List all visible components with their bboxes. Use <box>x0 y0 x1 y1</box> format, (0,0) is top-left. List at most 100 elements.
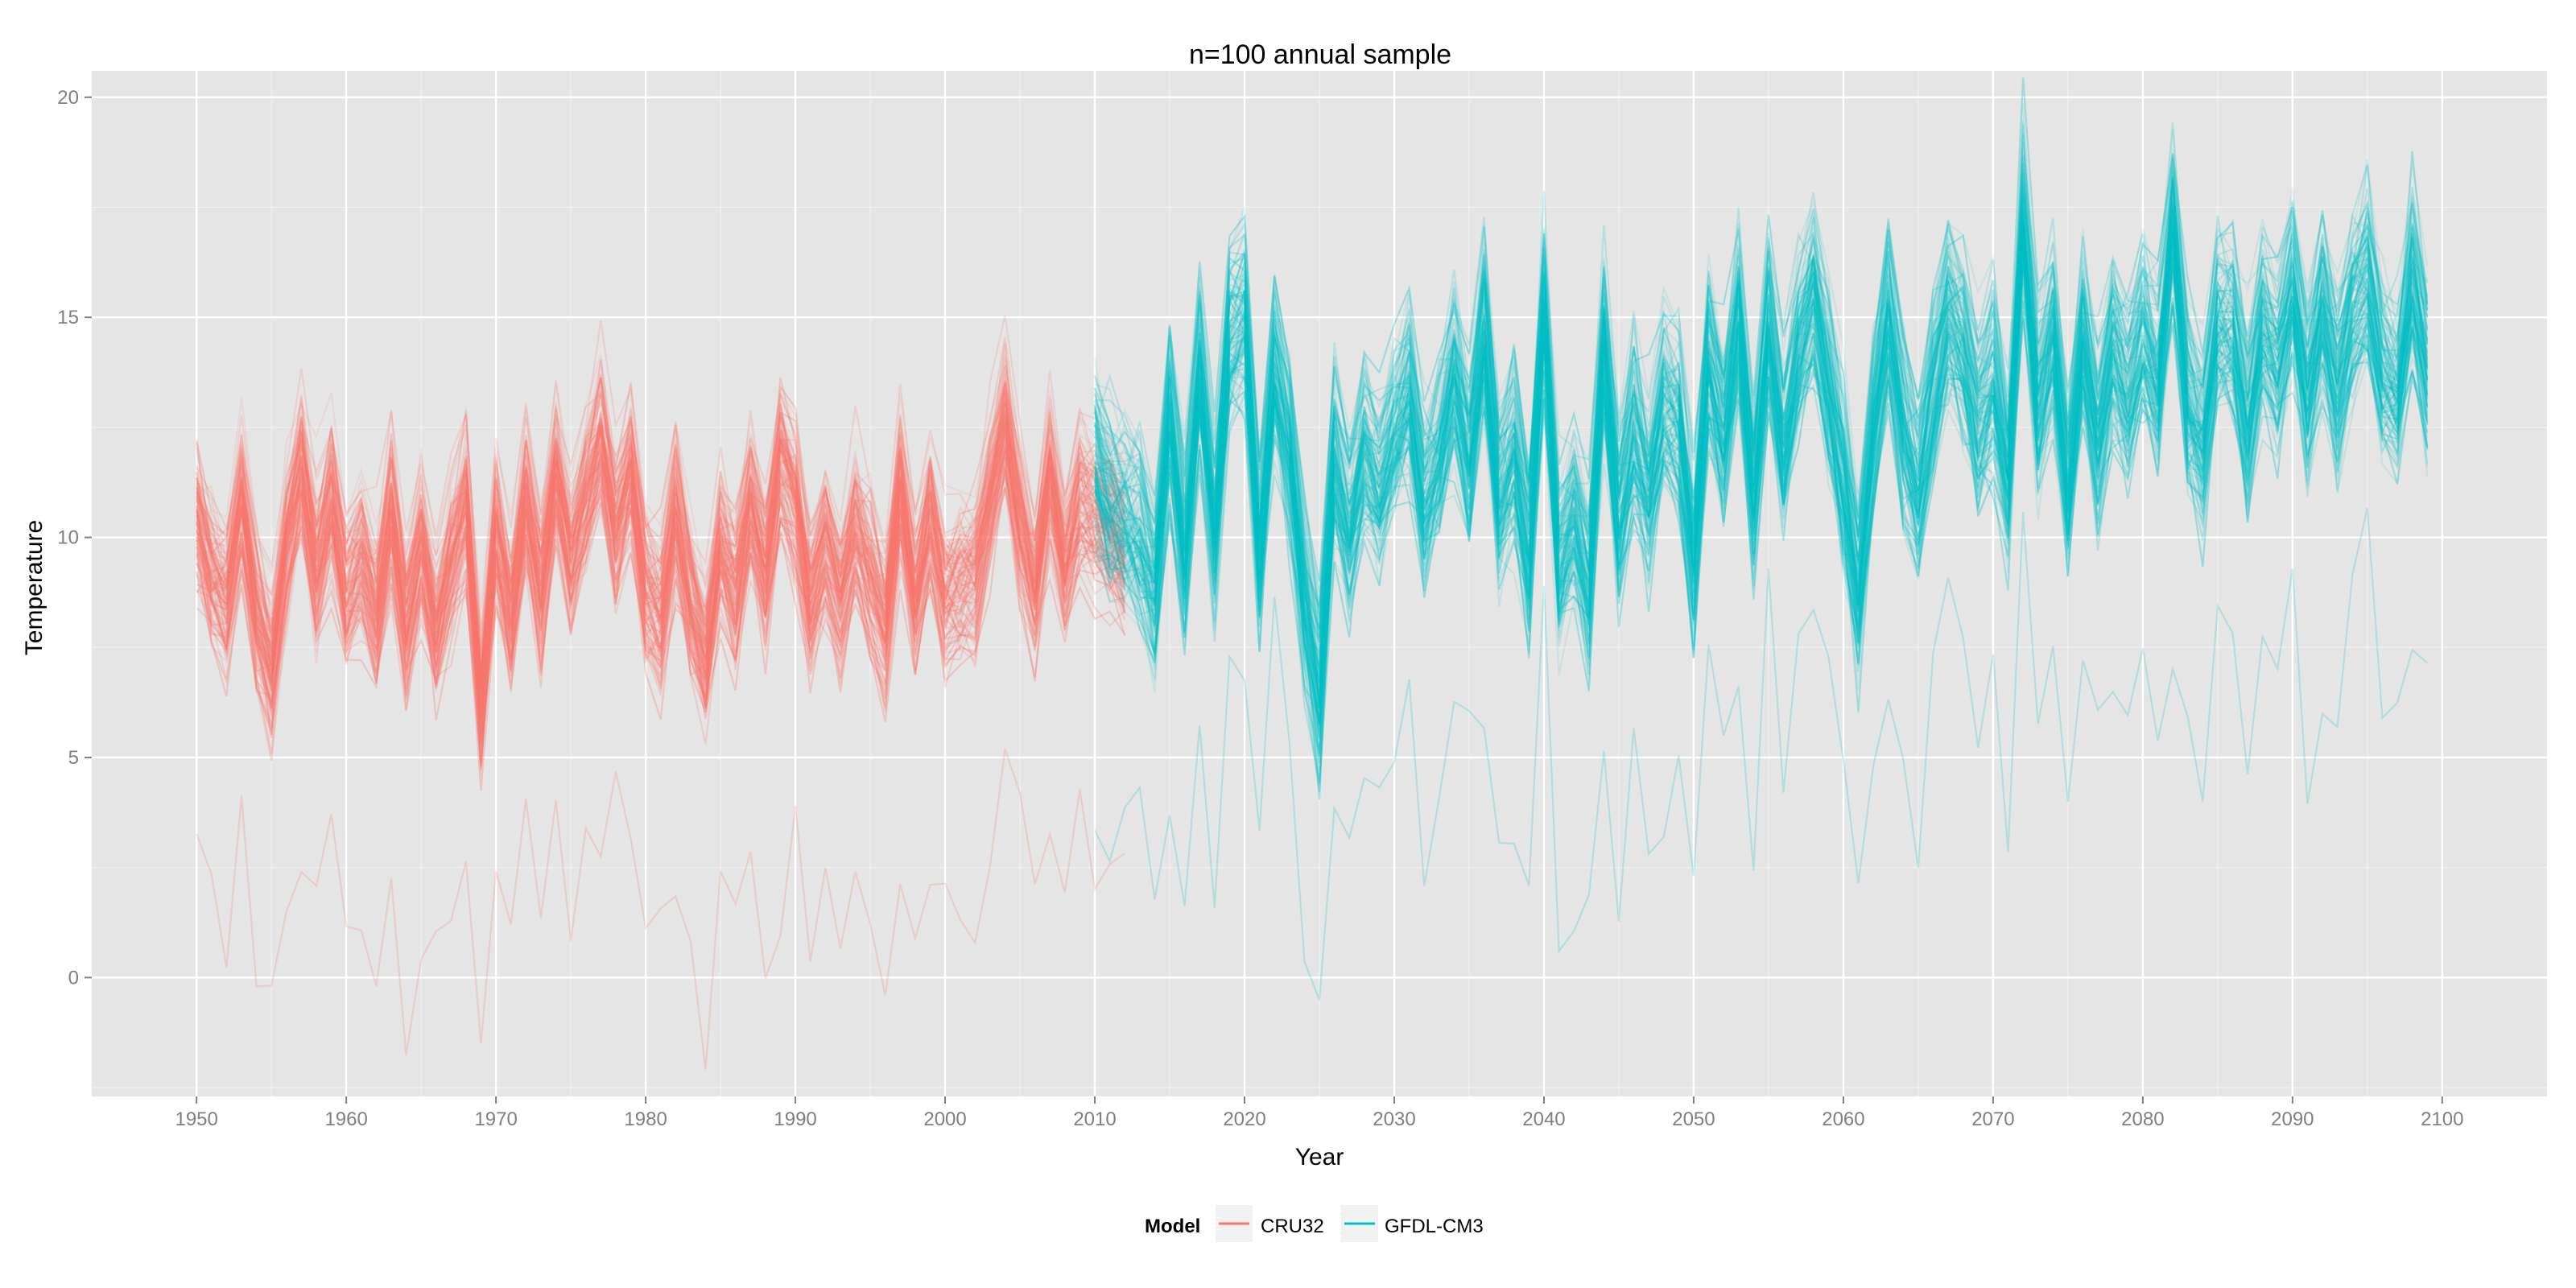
sample-line <box>1094 194 2429 697</box>
sample-line <box>196 428 1126 749</box>
sample-line <box>1094 222 2429 667</box>
sample-line <box>196 446 1126 725</box>
sample-line <box>1093 209 2429 700</box>
sample-line <box>1093 218 2429 729</box>
sample-line <box>1093 229 2429 718</box>
sample-line <box>196 390 1126 675</box>
x-tick-label: 2020 <box>1223 1108 1265 1130</box>
sample-line <box>196 435 1126 729</box>
x-tick-label: 2090 <box>2271 1108 2314 1130</box>
sample-line <box>196 469 1126 765</box>
x-tick-label: 1990 <box>774 1108 816 1130</box>
sample-line <box>1093 184 2429 690</box>
x-tick-label: 2040 <box>1522 1108 1565 1130</box>
x-tick-label: 1960 <box>324 1108 367 1130</box>
sample-line <box>1093 268 2429 739</box>
sample-line <box>196 485 1125 738</box>
sample-line <box>1093 220 2429 685</box>
sample-line <box>196 315 1126 631</box>
sample-line <box>196 409 1126 687</box>
sample-line <box>196 353 1126 641</box>
sample-line <box>1094 235 2429 683</box>
sample-line <box>1093 212 2429 699</box>
sample-line <box>196 374 1125 698</box>
x-tick-label: 1950 <box>175 1108 217 1130</box>
x-tick-label: 2000 <box>923 1108 966 1130</box>
sample-line <box>196 415 1126 749</box>
x-tick-label: 1970 <box>474 1108 517 1130</box>
sample-line <box>196 443 1125 717</box>
sample-line <box>196 429 1126 708</box>
sample-line <box>196 748 1125 1070</box>
sample-line <box>1094 204 2429 675</box>
sample-line <box>196 472 1126 767</box>
y-tick-label: 0 <box>68 967 79 989</box>
sample-line <box>1094 187 2429 652</box>
sample-line <box>1094 189 2429 683</box>
sample-line <box>196 470 1125 767</box>
sample-line <box>196 440 1125 762</box>
sample-line <box>1093 150 2429 609</box>
sample-line <box>1093 238 2429 724</box>
sample-line <box>196 419 1126 681</box>
sample-line <box>196 397 1126 675</box>
sample-line <box>196 409 1126 697</box>
sample-line <box>1094 200 2429 682</box>
sample-line <box>1093 172 2429 611</box>
sample-line <box>196 419 1126 734</box>
sample-line <box>196 411 1126 670</box>
sample-line <box>196 419 1125 707</box>
sample-line <box>1094 217 2429 709</box>
sample-line <box>196 404 1126 695</box>
sample-line <box>196 374 1126 667</box>
sample-line <box>1093 254 2429 722</box>
sample-line <box>1094 122 2429 630</box>
sample-line <box>196 410 1126 697</box>
sample-line <box>1093 213 2429 682</box>
sample-line <box>196 402 1126 676</box>
sample-line <box>1093 190 2429 671</box>
sample-line <box>196 452 1126 742</box>
sample-line <box>1094 223 2429 696</box>
x-tick-label: 2100 <box>2421 1108 2463 1130</box>
y-tick-label: 5 <box>68 747 79 769</box>
sample-line <box>1093 254 2429 702</box>
sample-line <box>196 397 1126 691</box>
sample-line <box>196 445 1126 745</box>
sample-line <box>1094 230 2429 758</box>
sample-line <box>196 386 1125 665</box>
sample-line <box>196 382 1125 683</box>
sample-line <box>1093 157 2429 605</box>
sample-line <box>196 459 1125 727</box>
sample-line <box>1093 142 2429 593</box>
sample-line <box>196 394 1126 687</box>
sample-line <box>1094 213 2429 725</box>
sample-line <box>196 447 1126 714</box>
x-tick-label: 2050 <box>1672 1108 1715 1130</box>
sample-line <box>196 416 1126 671</box>
sample-line <box>1094 213 2429 708</box>
sample-line <box>1093 259 2429 701</box>
sample-line <box>1094 507 2428 1001</box>
sample-line <box>196 394 1126 672</box>
sample-line <box>196 373 1126 681</box>
sample-line <box>196 445 1125 747</box>
sample-line <box>1093 185 2429 702</box>
sample-line <box>1093 196 2429 711</box>
sample-line <box>1093 134 2429 621</box>
sample-line <box>196 457 1126 722</box>
x-tick-label: 2070 <box>1971 1108 2014 1130</box>
sample-line <box>1094 257 2429 724</box>
sample-line <box>196 431 1126 750</box>
sample-line <box>196 411 1126 677</box>
series-gfdl-cm3 <box>1093 77 2429 1001</box>
sample-line <box>1093 258 2429 782</box>
sample-line <box>196 464 1126 791</box>
sample-line <box>1093 181 2429 630</box>
x-axis-title: Year <box>1295 1144 1344 1170</box>
legend-item-gfdl-cm3: GFDL-CM3 <box>1341 1205 1484 1242</box>
y-tick-label: 15 <box>57 307 79 328</box>
sample-line <box>196 399 1126 691</box>
sample-line <box>1093 233 2429 704</box>
